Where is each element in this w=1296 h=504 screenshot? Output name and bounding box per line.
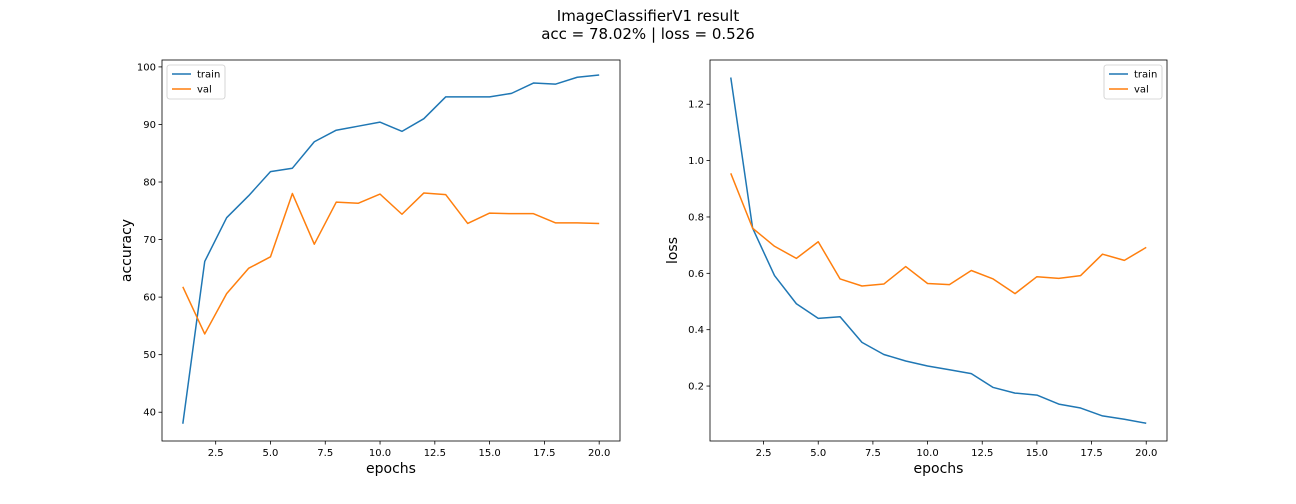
y-tick-label: 60: [143, 293, 156, 304]
y-tick-label: 0.2: [688, 382, 704, 393]
legend-label-val: val: [197, 85, 212, 96]
x-tick-label: 15.0: [478, 448, 500, 459]
y-axis-label: loss: [665, 237, 681, 264]
x-tick-label: 17.5: [533, 448, 555, 459]
figure-title-line1: ImageClassifierV1 result: [557, 7, 740, 25]
x-tick-label: 2.5: [756, 448, 772, 459]
legend: train val: [166, 64, 226, 100]
x-tick-label: 20.0: [588, 448, 610, 459]
x-tick-label: 12.5: [971, 448, 993, 459]
series-line-train: [182, 74, 600, 424]
chart-panels: 2.5 5.0 7.5 10.0 12.5 15.0 17.5 20.0 40 50 60 70 80 9…: [119, 59, 1168, 477]
figure-title-line2: acc = 78.02% | loss = 0.526: [541, 25, 755, 43]
x-tick-label: 7.5: [865, 448, 881, 459]
x-tick-label: 17.5: [1080, 448, 1102, 459]
x-tick-label: 7.5: [317, 448, 333, 459]
y-tick-label: 50: [143, 350, 156, 361]
x-tick-label: 5.0: [263, 448, 279, 459]
y-axis-label: accuracy: [119, 219, 135, 282]
series-line-val: [730, 173, 1147, 295]
y-tick-label: 1.2: [688, 100, 704, 111]
x-tick-label: 10.0: [916, 448, 938, 459]
legend-label-val: val: [1134, 85, 1149, 96]
x-axis-label: epochs: [366, 461, 416, 477]
y-tick-label: 1.0: [688, 156, 704, 167]
y-tick-label: 80: [143, 178, 156, 189]
series-line-val: [182, 192, 600, 335]
y-tick-label: 0.6: [688, 269, 704, 280]
legend-label-train: train: [1134, 70, 1157, 81]
legend-label-train: train: [197, 70, 220, 81]
x-tick-label: 20.0: [1135, 448, 1157, 459]
chart-panel-accuracy: 2.5 5.0 7.5 10.0 12.5 15.0 17.5 20.0 40 50 60 70 80 9…: [119, 59, 621, 477]
legend: train val: [1103, 64, 1163, 100]
y-tick-label: 100: [137, 62, 156, 73]
chart-panel-loss: 2.5 5.0 7.5 10.0 12.5 15.0 17.5 20.0 0.2 0.4 0.6 0.…: [665, 59, 1168, 477]
y-tick-label: 0.8: [688, 212, 704, 223]
series-line-train: [730, 77, 1147, 424]
plot-frame: [161, 59, 621, 442]
y-tick-label: 70: [143, 235, 156, 246]
y-tick-label: 40: [143, 408, 156, 419]
y-tick-label: 90: [143, 120, 156, 131]
x-tick-label: 12.5: [424, 448, 446, 459]
plot-frame: [709, 59, 1168, 442]
x-tick-label: 2.5: [208, 448, 224, 459]
x-tick-label: 10.0: [369, 448, 391, 459]
x-axis-label: epochs: [914, 461, 964, 477]
x-tick-label: 15.0: [1026, 448, 1048, 459]
x-tick-label: 5.0: [810, 448, 826, 459]
y-tick-label: 0.4: [688, 325, 704, 336]
